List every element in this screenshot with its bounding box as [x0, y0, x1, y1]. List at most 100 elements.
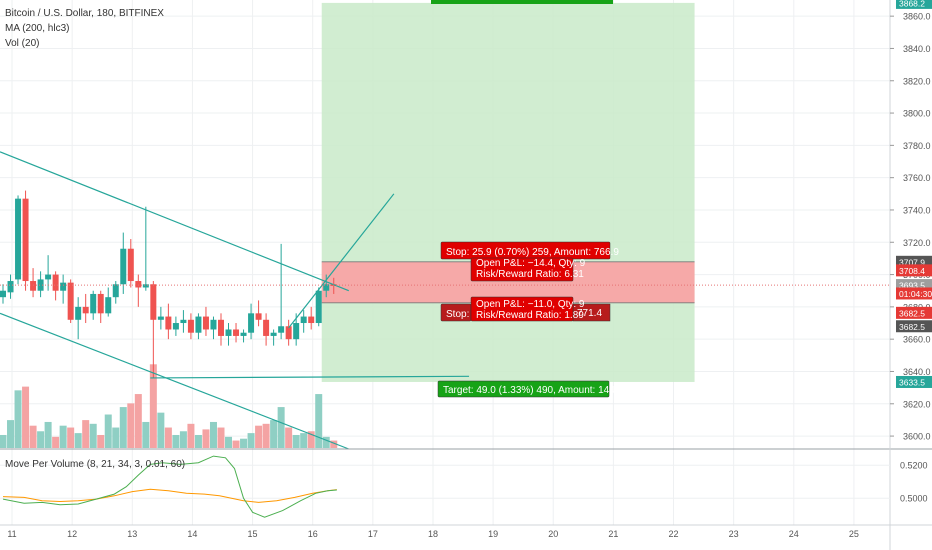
volume-bar [209, 421, 217, 448]
target-label-bg [437, 380, 610, 398]
volume-bar [44, 421, 52, 448]
short-pnl-label-group: Open P&L: −11.0, Qty: 9 Risk/Reward Rati… [470, 296, 585, 322]
volume-bar [149, 364, 157, 448]
trendline [0, 151, 350, 292]
volume-bar [232, 440, 240, 448]
candle-body [127, 248, 134, 282]
candle-body [187, 319, 194, 333]
date-tick-label: 13 [127, 529, 137, 539]
trendline [0, 312, 350, 450]
long-pnl-label-bg [470, 257, 574, 282]
price-tick-label: 3640.0 [903, 367, 931, 377]
volume-bar [74, 433, 82, 448]
volume-bar [262, 423, 270, 448]
price-badge-label: 3868.2 [899, 0, 925, 8]
price-tick-label: 3660.0 [903, 335, 931, 345]
candle-body [195, 316, 202, 333]
price-badge [896, 264, 932, 277]
candle-body [37, 279, 44, 291]
price-badge-label: 3682.5 [899, 308, 925, 318]
indicator-fast-line [2, 455, 337, 518]
volume-bar [322, 436, 330, 448]
candle-body [97, 293, 104, 314]
indicator-grid [0, 464, 890, 499]
volume-bar [307, 431, 315, 448]
long-pnl-label: Open P&L: −14.4, Qty: 9 [476, 258, 586, 269]
volume-bar [14, 390, 22, 448]
price-badge-label: 3707.9 [899, 257, 925, 267]
candle-body [142, 284, 149, 288]
candle-body [150, 284, 157, 320]
volume-bar [104, 414, 112, 448]
volume-bar [29, 425, 37, 448]
candle-body [255, 313, 262, 320]
volume-bar [247, 433, 255, 448]
short-stop-label-group: Stop: 2 771.4 [440, 303, 611, 322]
price-badge-label: 3708.4 [899, 266, 925, 276]
date-tick-label: 23 [729, 529, 739, 539]
candlestick-series [0, 190, 337, 378]
volume-bar [22, 386, 30, 448]
price-badge [896, 287, 932, 300]
volume-bar [142, 421, 150, 448]
short-rr-label: Risk/Reward Ratio: 1.89 [476, 310, 584, 321]
candle-body [157, 316, 164, 320]
time-axis[interactable]: 11 12 13 14 15 16 17 18 19 20 21 22 23 24 25 [7, 529, 859, 539]
long-target-zone[interactable] [321, 2, 695, 382]
date-tick-label: 12 [67, 529, 77, 539]
price-badge-label: 3633.5 [899, 377, 925, 387]
symbol-title[interactable]: Bitcoin / U.S. Dollar, 180, BITFINEX [5, 8, 164, 19]
volume-bar [270, 420, 278, 448]
volume-bar [67, 427, 75, 448]
candle-body [112, 284, 119, 298]
date-tick-label: 14 [187, 529, 197, 539]
indicator-axis[interactable]: 0.5200 0.5000 [900, 461, 928, 504]
candle-body [248, 313, 255, 333]
volume-bar [285, 427, 293, 448]
candle-body [217, 319, 224, 336]
short-pnl-label: Open P&L: −11.0, Qty: 9 [476, 299, 585, 310]
price-tick-label: 3840.0 [903, 44, 931, 54]
price-badge [896, 306, 932, 319]
candle-body [165, 316, 172, 330]
price-tick-label: 3740.0 [903, 205, 931, 215]
price-badge [896, 375, 932, 388]
volume-bar [255, 425, 263, 448]
volume-bar [59, 425, 67, 448]
indicator-tick-label: 0.5200 [900, 461, 928, 471]
price-badge-label: 3693.5 [899, 281, 925, 291]
date-tick-label: 18 [428, 529, 438, 539]
candle-body [240, 332, 247, 336]
target-label-group: Target: 49.0 (1.33%) 490, Amount: 1441 [437, 380, 621, 398]
volume-study-label[interactable]: Vol (20) [5, 38, 40, 49]
ma-study-label[interactable]: MA (200, hlc3) [5, 23, 70, 34]
chart-legend: Bitcoin / U.S. Dollar, 180, BITFINEX MA … [5, 6, 164, 51]
candle-body [172, 323, 179, 330]
candle-body [22, 198, 29, 282]
price-badge [896, 320, 932, 333]
volume-bar [164, 427, 172, 448]
volume-bar [157, 412, 165, 448]
candle-body [7, 281, 14, 293]
short-stop-label: Stop: 2 [446, 309, 478, 320]
volume-bar [112, 427, 120, 448]
trendline [150, 375, 470, 379]
candle-body [278, 326, 285, 333]
target-zone-fill [321, 2, 695, 382]
indicator-slow-line [2, 488, 337, 503]
price-badge-label: 3682.5 [899, 322, 925, 332]
candle-body [0, 290, 7, 298]
long-stop-label-group: Stop: 25.9 (0.70%) 259, Amount: 766.9 [440, 241, 619, 260]
candle-body [270, 332, 277, 336]
volume-bar [179, 431, 187, 448]
candle-body [52, 274, 59, 291]
date-tick-label: 15 [248, 529, 258, 539]
trendlines[interactable] [0, 151, 470, 450]
indicator-legend[interactable]: Move Per Volume (8, 21, 34, 3, 0.01, 60) [5, 459, 186, 470]
date-tick-label: 20 [548, 529, 558, 539]
indicator-tick-label: 0.5000 [900, 494, 928, 504]
volume-bar [330, 440, 338, 448]
volume-bar [277, 407, 285, 448]
volume-bar [172, 434, 180, 448]
